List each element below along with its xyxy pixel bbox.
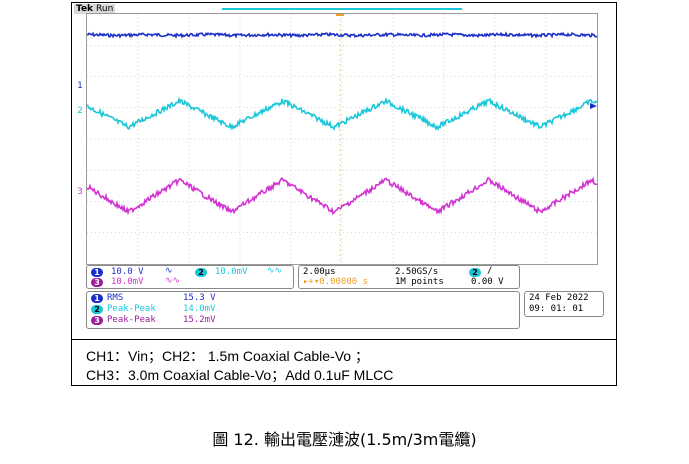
ch1-ground-marker[interactable]: 1 — [77, 81, 83, 91]
ch3-waveform — [87, 176, 597, 216]
timebase: 2.00µs — [303, 267, 336, 277]
grid-lines — [87, 14, 597, 264]
rising-edge-icon: ∕ — [487, 266, 493, 276]
oscilloscope-screen: Tek Run 1 2 3 1 10.0 V ∿ 2 10.0mV ∿∿ 3 10… — [72, 3, 616, 339]
horizontal-trigger-panel[interactable]: 2.00µs 2.50GS/s 2 ∕ ▸+▾0.00000 s 1M poin… — [298, 265, 520, 289]
ch2-scale: 10.0mV — [215, 267, 248, 277]
meas3-pill: 3 — [91, 316, 103, 325]
ch1-waveform — [87, 31, 597, 39]
figure-frame: Tek Run 1 2 3 1 10.0 V ∿ 2 10.0mV ∿∿ 3 10… — [71, 2, 617, 386]
legend-line-2: CH3：3.0m Coaxial Cable-Vo；Add 0.1uF MLCC — [86, 367, 394, 383]
ch3-pill: 3 — [91, 278, 103, 287]
trigger-level: 0.00 V — [471, 277, 504, 287]
status-area: 1 10.0 V ∿ 2 10.0mV ∿∿ 3 10.0mV ∿∿ 2.00µ… — [86, 265, 604, 337]
meas1-value: 15.3 V — [183, 293, 216, 303]
ch2-ground-marker[interactable]: 2 — [77, 106, 83, 116]
graticule — [86, 13, 598, 265]
run-state-label: Run — [96, 4, 114, 14]
bandwidth-limit-icon: ∿ — [165, 266, 173, 276]
time: 09: 01: 01 — [529, 304, 584, 314]
ch3-scale: 10.0mV — [111, 277, 144, 287]
meas1-pill: 1 — [91, 294, 103, 303]
trigger-marker-icon — [336, 14, 344, 264]
figure-caption: 圖 12. 輸出電壓漣波(1.5m/3m電纜) — [212, 430, 477, 449]
ch1-scale: 10.0 V — [111, 267, 144, 277]
channel-legend-box: CH1：Vin；CH2： 1.5m Coaxial Cable-Vo ； CH3… — [72, 339, 616, 386]
date: 24 Feb 2022 — [529, 293, 589, 303]
meas2-label: Peak-Peak — [107, 304, 156, 314]
ch2-level-arrow-icon — [590, 103, 597, 109]
trigger-source-pill: 2 — [469, 268, 481, 277]
bandwidth-limit-icon: ∿∿ — [165, 276, 181, 286]
waveforms — [87, 31, 597, 216]
vertical-settings-panel[interactable]: 1 10.0 V ∿ 2 10.0mV ∿∿ 3 10.0mV ∿∿ — [86, 265, 294, 289]
meas2-value: 14.0mV — [183, 304, 216, 314]
meas1-label: RMS — [107, 293, 124, 303]
trigger-position: ▸+▾0.00000 s — [303, 277, 369, 287]
ch2-waveform — [87, 96, 597, 132]
meas2-pill: 2 — [91, 305, 103, 314]
legend-line-1: CH1：Vin；CH2： 1.5m Coaxial Cable-Vo ； — [86, 348, 369, 364]
ch1-pill: 1 — [91, 268, 103, 277]
ch2-pill: 2 — [195, 268, 207, 277]
tek-status-badge: Tek Run — [74, 4, 116, 14]
date-time-panel: 24 Feb 2022 09: 01: 01 — [524, 291, 604, 317]
brand-label: Tek — [76, 4, 94, 14]
meas3-label: Peak-Peak — [107, 315, 156, 325]
bandwidth-limit-icon: ∿∿ — [267, 266, 283, 276]
record-length: 1M points — [395, 277, 444, 287]
sample-rate: 2.50GS/s — [395, 267, 439, 277]
measurement-panel[interactable]: 1 RMS 15.3 V 2 Peak-Peak 14.0mV 3 Peak-P… — [86, 291, 520, 329]
trigger-position-bar — [222, 8, 462, 10]
ch3-ground-marker[interactable]: 3 — [77, 187, 83, 197]
meas3-value: 15.2mV — [183, 315, 216, 325]
